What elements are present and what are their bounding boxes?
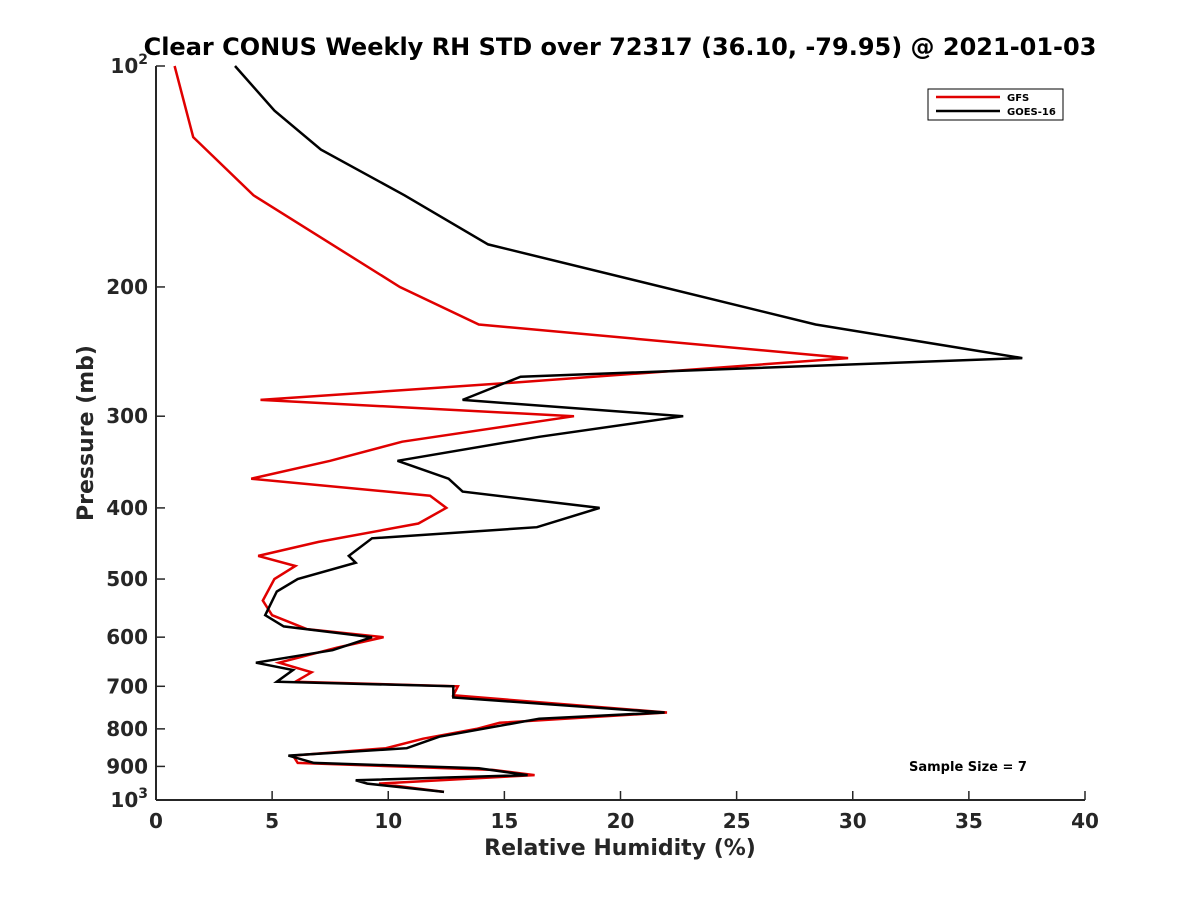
y-tick-label: 700 bbox=[106, 674, 148, 698]
y-tick-label: 500 bbox=[106, 567, 148, 591]
y-tick-label: 102 bbox=[110, 52, 148, 78]
plot-area bbox=[156, 66, 1085, 800]
x-axis-ticks: 0 5 10 15 20 25 30 35 40 bbox=[149, 791, 1099, 833]
legend-box bbox=[927, 88, 1064, 121]
series-line-goes16 bbox=[234, 65, 1023, 794]
y-tick-label: 300 bbox=[106, 404, 148, 428]
x-tick-label: 20 bbox=[607, 809, 635, 833]
y-tick-label: 800 bbox=[106, 717, 148, 741]
y-tick-label: 400 bbox=[106, 496, 148, 520]
x-tick-label: 40 bbox=[1071, 809, 1099, 833]
series-layer bbox=[173, 65, 1023, 794]
y-tick-label: 103 bbox=[110, 786, 148, 812]
legend-label-goes16: GOES-16 bbox=[1007, 107, 1056, 118]
x-tick-label: 0 bbox=[149, 809, 163, 833]
x-tick-label: 35 bbox=[955, 809, 983, 833]
x-tick-label: 30 bbox=[839, 809, 867, 833]
y-axis-label: Pressure (mb) bbox=[74, 345, 99, 521]
x-tick-label: 5 bbox=[265, 809, 279, 833]
sample-size-annotation: Sample Size = 7 bbox=[909, 760, 1027, 775]
x-axis-label: Relative Humidity (%) bbox=[484, 836, 756, 861]
chart-title: Clear CONUS Weekly RH STD over 72317 (36… bbox=[144, 33, 1097, 61]
y-axis-ticks: 102 200 300 400 500 600 700 800 900 103 bbox=[106, 52, 165, 812]
y-tick-label: 600 bbox=[106, 625, 148, 649]
x-tick-label: 25 bbox=[723, 809, 751, 833]
y-tick-label: 900 bbox=[106, 754, 148, 778]
legend: GFS GOES-16 bbox=[927, 88, 1064, 121]
x-tick-label: 10 bbox=[374, 809, 402, 833]
x-tick-label: 15 bbox=[490, 809, 518, 833]
legend-label-gfs: GFS bbox=[1007, 93, 1029, 104]
y-tick-label: 200 bbox=[106, 275, 148, 299]
